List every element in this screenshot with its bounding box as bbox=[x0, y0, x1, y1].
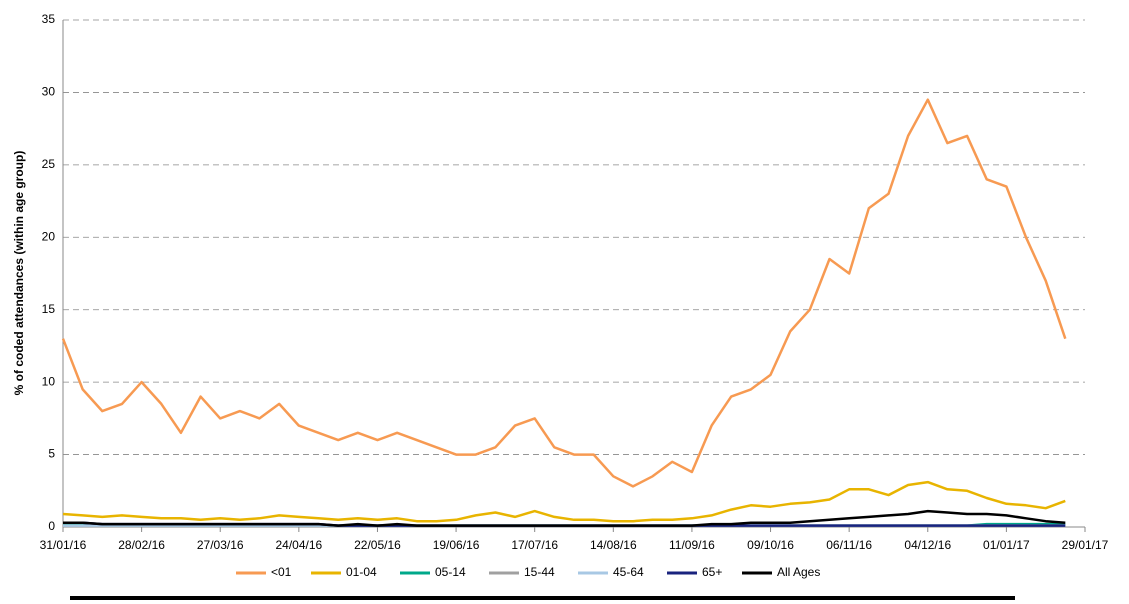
series-line bbox=[61, 98, 1067, 488]
legend-label: 65+ bbox=[702, 565, 722, 579]
x-tick-label: 01/01/17 bbox=[983, 538, 1030, 552]
legend-label: <01 bbox=[271, 565, 292, 579]
y-tick-label: 15 bbox=[42, 302, 56, 316]
x-tick-label: 31/01/16 bbox=[40, 538, 87, 552]
x-tick-label: 04/12/16 bbox=[904, 538, 951, 552]
y-axis-label: % of coded attendances (within age group… bbox=[12, 151, 26, 396]
x-tick-label: 14/08/16 bbox=[590, 538, 637, 552]
x-tick-label: 17/07/16 bbox=[511, 538, 558, 552]
x-tick-label: 06/11/16 bbox=[826, 538, 872, 552]
series-line bbox=[62, 480, 1066, 523]
legend-label: 01-04 bbox=[346, 565, 377, 579]
y-tick-label: 35 bbox=[42, 12, 56, 26]
x-tick-label: 22/05/16 bbox=[354, 538, 401, 552]
series-line bbox=[63, 509, 1066, 527]
y-tick-label: 5 bbox=[48, 447, 55, 461]
legend-label: 05-14 bbox=[435, 565, 466, 579]
x-tick-label: 19/06/16 bbox=[433, 538, 480, 552]
x-tick-label: 27/03/16 bbox=[197, 538, 244, 552]
x-tick-label: 09/10/16 bbox=[747, 538, 794, 552]
y-tick-label: 30 bbox=[42, 85, 56, 99]
legend-label: 45-64 bbox=[613, 565, 644, 579]
legend-label: 15-44 bbox=[524, 565, 555, 579]
x-tick-label: 29/01/17 bbox=[1062, 538, 1109, 552]
y-tick-label: 10 bbox=[42, 374, 56, 388]
x-tick-label: 11/09/16 bbox=[669, 538, 715, 552]
y-tick-label: 0 bbox=[48, 519, 55, 533]
y-tick-label: 20 bbox=[42, 229, 56, 243]
legend-label: All Ages bbox=[777, 565, 820, 579]
y-tick-label: 25 bbox=[42, 157, 56, 171]
x-tick-label: 28/02/16 bbox=[118, 538, 165, 552]
x-tick-label: 24/04/16 bbox=[275, 538, 322, 552]
